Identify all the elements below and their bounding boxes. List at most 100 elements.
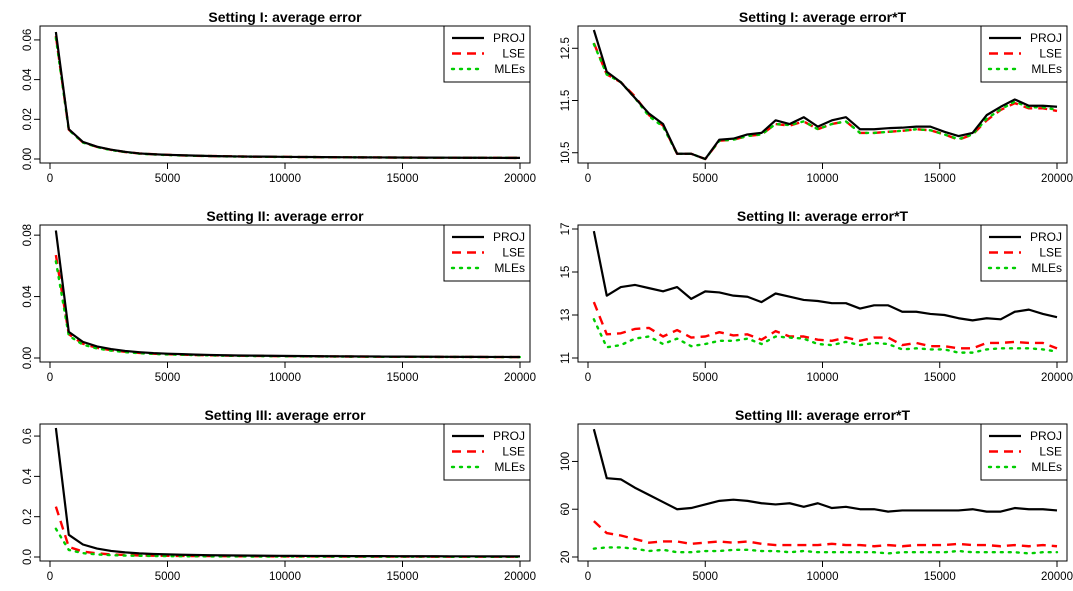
x-tick-label: 20000 (504, 173, 536, 185)
chart-panel-2: Setting I: average error*T 0 5000 10000 1500… (560, 9, 1073, 185)
y-tick-label: 20 (560, 551, 572, 564)
legend-label-mles: MLEs (494, 460, 525, 474)
x-tick-label: 0 (585, 372, 591, 384)
x-tick-label: 20000 (1041, 372, 1073, 384)
y-tick-label: 0.06 (22, 29, 34, 51)
x-tick-label: 15000 (387, 173, 419, 185)
x-tick-label: 5000 (692, 372, 718, 384)
series-line-proj (592, 29, 1058, 161)
y-tick-label: 15 (560, 266, 572, 279)
series-line-proj (54, 230, 521, 359)
y-tick-label: 11.5 (560, 90, 572, 112)
x-tick-label: 10000 (807, 372, 839, 384)
legend-label-mles: MLEs (494, 261, 525, 275)
legend-label-lse: LSE (1039, 246, 1062, 260)
x-tick-label: 5000 (692, 173, 718, 185)
series-line-proj (54, 427, 521, 558)
legend-label-lse: LSE (502, 445, 525, 459)
chart-title: Setting I: average error*T (739, 9, 907, 25)
chart-panel-6: Setting III: average error*T 0 5000 10000 15… (560, 407, 1073, 583)
x-tick-label: 15000 (924, 173, 956, 185)
y-tick-label: 10.5 (560, 142, 572, 164)
y-tick-label: 0.4 (22, 468, 34, 485)
x-tick-label: 0 (47, 372, 53, 384)
y-tick-label: 0.04 (22, 285, 34, 308)
legend-label-mles: MLEs (1031, 460, 1062, 474)
y-tick-label: 0.02 (22, 108, 34, 130)
series-line-proj (592, 230, 1058, 322)
series-line-lse (592, 301, 1058, 350)
legend-label-mles: MLEs (1031, 261, 1062, 275)
series-line-proj (54, 31, 521, 159)
legend-label-mles: MLEs (494, 62, 525, 76)
x-tick-label: 10000 (807, 173, 839, 185)
chart-panel-1: Setting I: average error 0 5000 10000 15000 2… (22, 9, 536, 185)
chart-title: Setting II: average error*T (737, 208, 909, 224)
y-tick-label: 17 (560, 223, 572, 236)
y-tick-label: 0.04 (22, 68, 34, 91)
chart-panel-4: Setting II: average error*T 0 5000 10000 150… (560, 208, 1073, 384)
legend-label-lse: LSE (502, 47, 525, 61)
series-line-proj (592, 428, 1058, 513)
legend-label-proj: PROJ (493, 31, 525, 45)
x-tick-label: 0 (47, 571, 53, 583)
y-tick-label: 0.00 (22, 347, 34, 369)
legend-label-proj: PROJ (493, 429, 525, 443)
chart-title: Setting III: average error*T (735, 407, 911, 423)
legend-label-lse: LSE (502, 246, 525, 260)
y-tick-label: 0.6 (22, 428, 34, 444)
x-tick-label: 20000 (504, 571, 536, 583)
series-line-lse (593, 520, 1058, 548)
x-tick-label: 0 (585, 571, 591, 583)
x-tick-label: 0 (47, 173, 53, 185)
x-tick-label: 20000 (1041, 173, 1073, 185)
y-tick-label: 0.0 (22, 549, 34, 565)
x-tick-label: 5000 (155, 372, 181, 384)
y-tick-label: 60 (560, 503, 572, 516)
chart-title: Setting II: average error (206, 208, 364, 224)
chart-panel-3: Setting II: average error 0 5000 10000 15000… (22, 208, 536, 384)
legend-label-proj: PROJ (1030, 230, 1062, 244)
y-tick-label: 11 (560, 352, 572, 364)
y-tick-label: 13 (560, 309, 572, 322)
series-line-lse (54, 506, 521, 558)
legend-label-proj: PROJ (1030, 31, 1062, 45)
x-tick-label: 15000 (924, 372, 956, 384)
chart-title: Setting I: average error (208, 9, 362, 25)
legend-label-proj: PROJ (493, 230, 525, 244)
series-line-mles (592, 42, 1059, 161)
legend-label-lse: LSE (1039, 445, 1062, 459)
x-tick-label: 15000 (387, 372, 419, 384)
x-tick-label: 15000 (924, 571, 956, 583)
y-tick-label: 0.2 (22, 509, 34, 525)
legend-label-mles: MLEs (1031, 62, 1062, 76)
x-tick-label: 20000 (504, 372, 536, 384)
series-line-mles (592, 546, 1059, 555)
x-tick-label: 0 (585, 173, 591, 185)
x-tick-label: 5000 (692, 571, 718, 583)
series-line-mles (592, 318, 1059, 354)
legend-label-lse: LSE (1039, 47, 1062, 61)
x-tick-label: 5000 (155, 173, 181, 185)
y-tick-label: 0.00 (22, 148, 34, 170)
x-tick-label: 15000 (387, 571, 419, 583)
x-tick-label: 10000 (807, 571, 839, 583)
x-tick-label: 10000 (269, 372, 301, 384)
y-tick-label: 0.08 (22, 224, 34, 246)
x-tick-label: 5000 (155, 571, 181, 583)
legend-label-proj: PROJ (1030, 429, 1062, 443)
x-tick-label: 10000 (269, 173, 301, 185)
x-tick-label: 20000 (1041, 571, 1073, 583)
chart-panel-5: Setting III: average error 0 5000 10000 1500… (22, 407, 536, 583)
y-tick-label: 100 (560, 452, 572, 471)
x-tick-label: 10000 (269, 571, 301, 583)
y-tick-label: 12.5 (560, 37, 572, 59)
chart-title: Setting III: average error (204, 407, 366, 423)
